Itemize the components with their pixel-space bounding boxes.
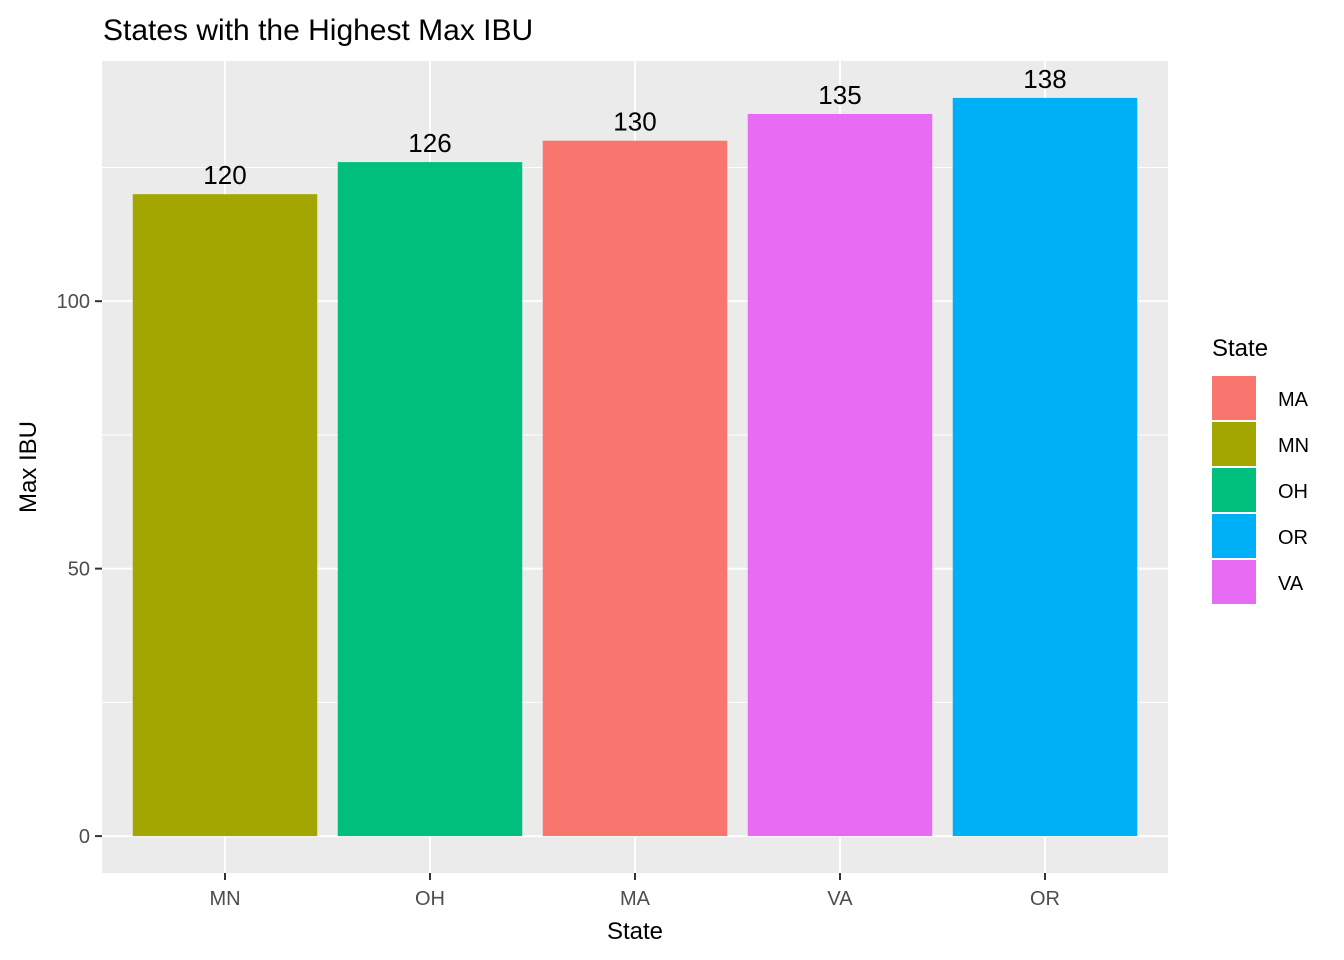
bar-va <box>747 113 933 837</box>
x-tick-label-oh: OH <box>415 888 445 910</box>
x-tick-label-mn: MN <box>209 888 240 910</box>
data-label-mn: 120 <box>203 160 246 190</box>
legend-label-or: OR <box>1278 527 1308 549</box>
legend-label-oh: OH <box>1278 481 1308 503</box>
chart-title: States with the Highest Max IBU <box>103 14 533 47</box>
data-label-oh: 126 <box>408 128 451 158</box>
bars <box>132 97 1138 837</box>
legend: State MA MN OH OR VA <box>1212 335 1309 604</box>
y-tick-label: 50 <box>68 559 90 581</box>
y-axis-title: Max IBU <box>15 421 42 513</box>
y-tick-label: 0 <box>79 826 90 848</box>
bar-mn <box>132 194 318 837</box>
legend-label-va: VA <box>1278 573 1304 595</box>
x-axis: MN OH MA VA OR <box>209 873 1060 910</box>
bar-or <box>952 97 1138 837</box>
legend-key-ma <box>1212 376 1256 420</box>
legend-title: State <box>1212 335 1268 362</box>
y-tick-label: 100 <box>57 291 90 313</box>
legend-key-or <box>1212 514 1256 558</box>
legend-key-mn <box>1212 422 1256 466</box>
x-tick-label-va: VA <box>827 888 853 910</box>
data-label-or: 138 <box>1023 64 1066 94</box>
data-labels: 120 126 130 135 138 <box>203 64 1066 190</box>
bar-ma <box>542 140 728 837</box>
data-label-ma: 130 <box>613 107 656 137</box>
x-axis-title: State <box>607 918 663 945</box>
x-tick-label-ma: MA <box>620 888 651 910</box>
legend-items: MA MN OH OR VA <box>1212 376 1309 604</box>
legend-key-oh <box>1212 468 1256 512</box>
legend-label-mn: MN <box>1278 435 1309 457</box>
legend-key-va <box>1212 560 1256 604</box>
y-axis: 0 50 100 <box>57 291 102 848</box>
legend-label-ma: MA <box>1278 389 1309 411</box>
bar-oh <box>337 162 523 837</box>
data-label-va: 135 <box>818 80 861 110</box>
x-tick-label-or: OR <box>1030 888 1060 910</box>
plot-panel: 120 126 130 135 138 <box>102 61 1168 873</box>
